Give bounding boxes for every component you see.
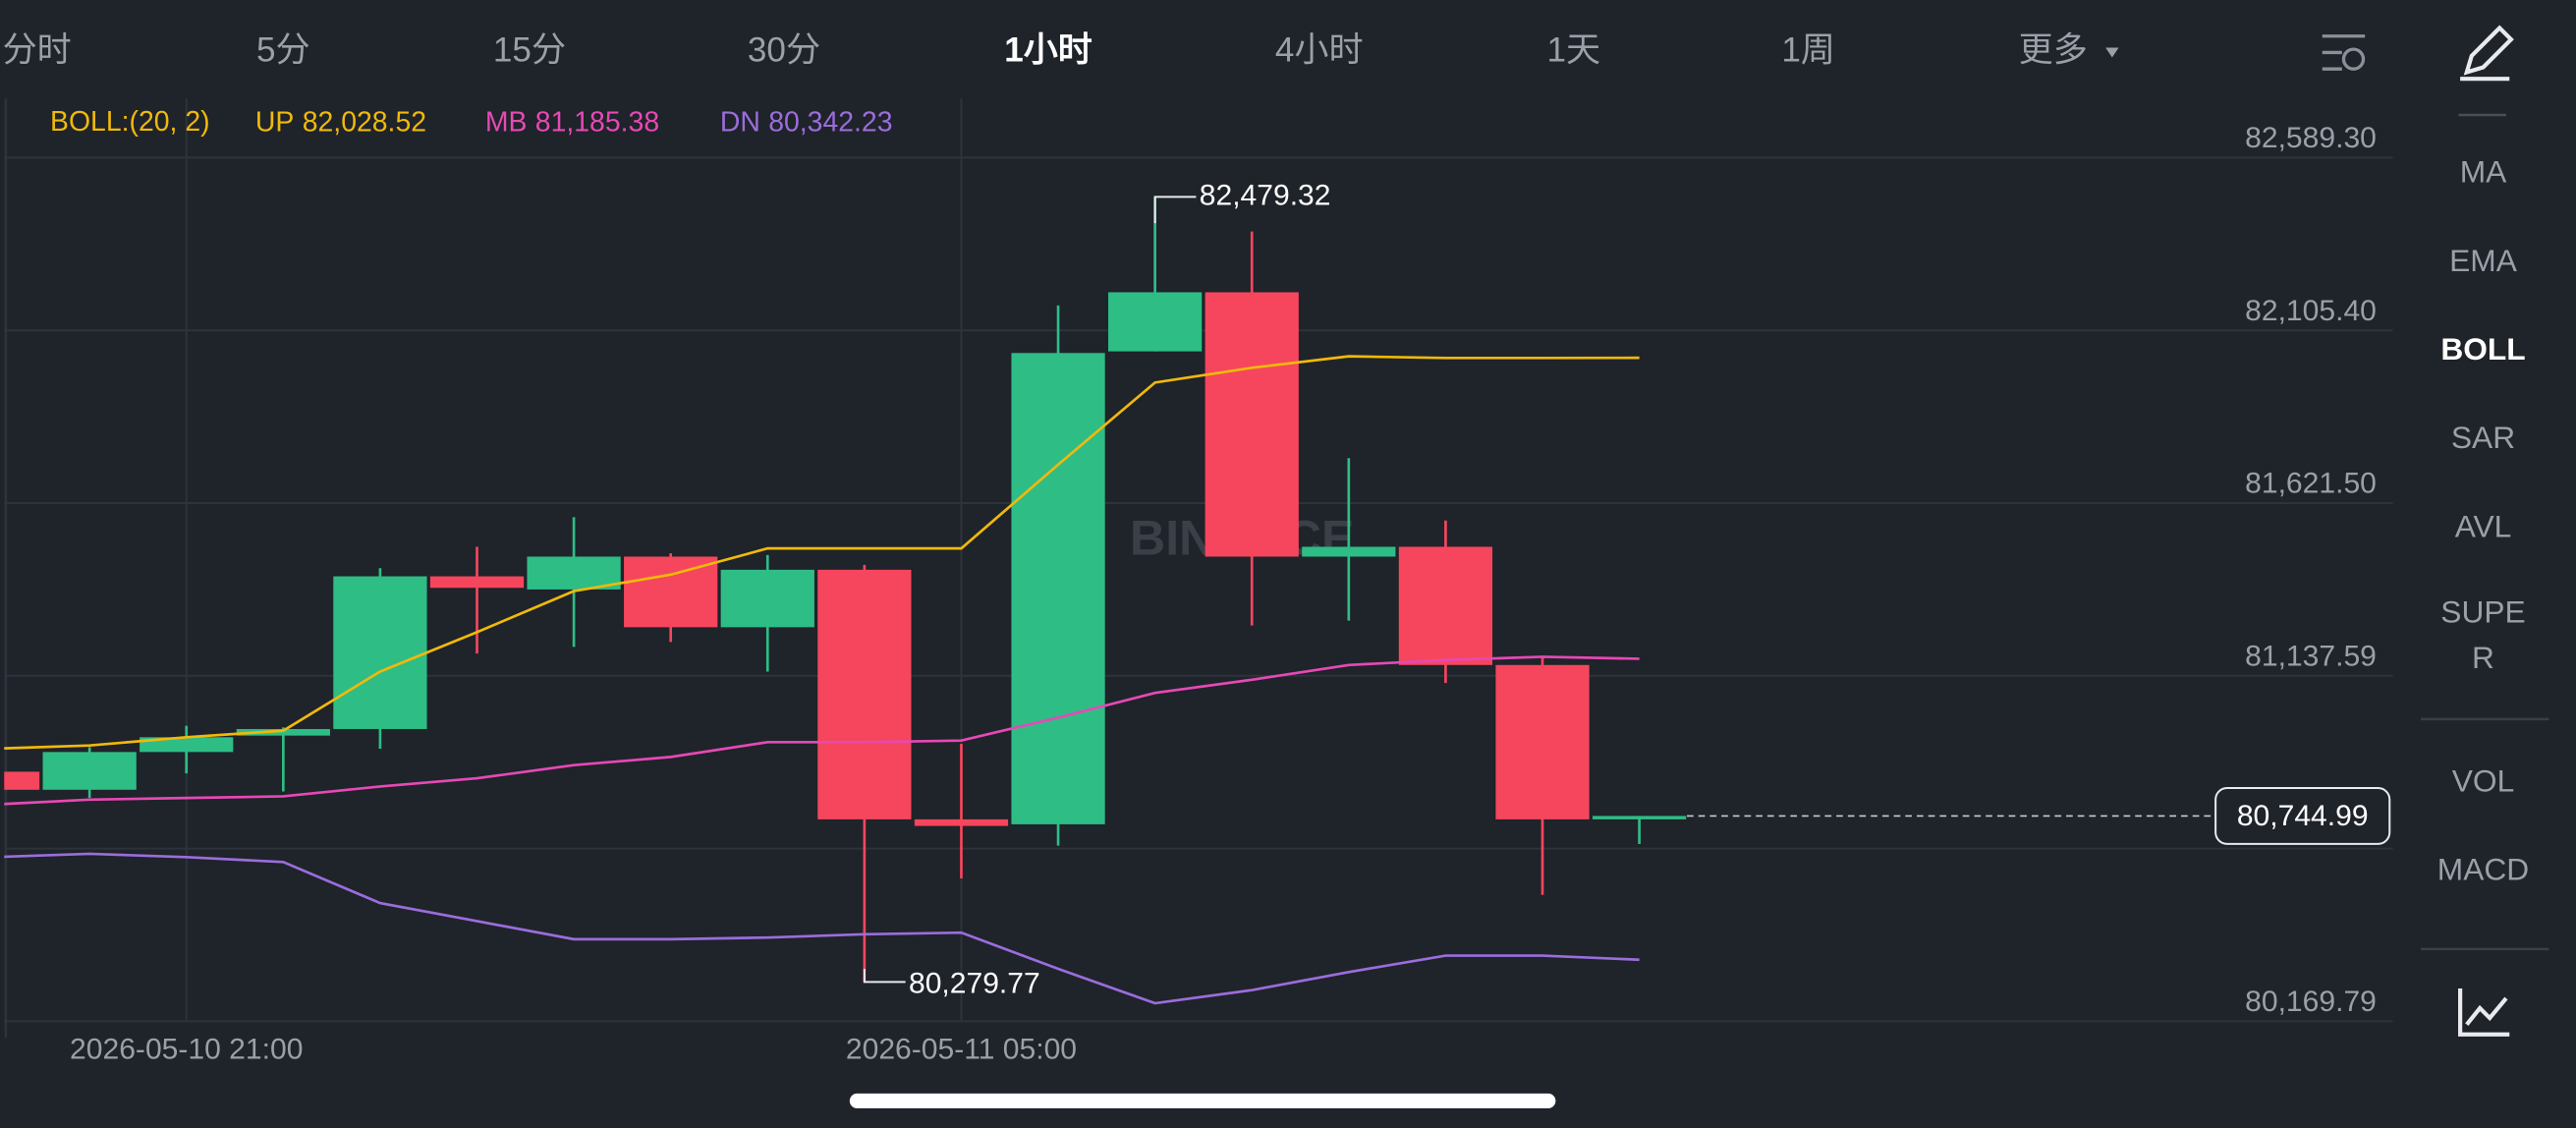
indicator[interactable]: BOLL (2440, 331, 2525, 367)
indicator[interactable]: SUPE (2440, 593, 2525, 629)
x-tick-label: 2026-05-11 05:00 (846, 1033, 1077, 1065)
y-tick-label: 82,589.30 (2245, 122, 2377, 154)
candle-body (42, 752, 137, 790)
low-label: 80,279.77 (909, 968, 1040, 1000)
candle-body (720, 569, 814, 628)
chart: 82,589.3082,105.4081,621.5081,137.5980,6… (4, 98, 2393, 1065)
last-price-badge (2214, 787, 2391, 845)
candle-body (1011, 353, 1105, 824)
indicator-sidebar: MA EMA BOLL SAR AVL SUPE R VOL MACD (2437, 154, 2529, 887)
candle-body (1592, 816, 1687, 819)
candle-body (914, 818, 1009, 826)
tab[interactable]: 4小时 (1275, 31, 1364, 70)
legend-value: 80,342.23 (768, 106, 892, 138)
tab[interactable]: 分时 (3, 31, 72, 70)
indicator[interactable]: EMA (2449, 243, 2518, 278)
candle-body (1302, 546, 1396, 557)
indicator-label: BOLL:(20, 2) (50, 106, 210, 138)
candle-body (236, 728, 330, 736)
tab[interactable]: 更多 (2019, 31, 2088, 70)
legend-name: DN (720, 106, 760, 138)
legend-value: 81,185.38 (535, 106, 659, 138)
indicator[interactable]: MA (2460, 154, 2507, 190)
tab[interactable]: 1天 (1546, 31, 1600, 70)
dropdown-arrow (2105, 47, 2119, 58)
home-indicator (849, 1093, 1556, 1108)
candle-body (817, 569, 912, 819)
y-tick-label: 81,621.50 (2245, 468, 2377, 500)
legend-name: MB (485, 106, 528, 138)
candle-body (140, 737, 234, 753)
tab[interactable]: 5分 (256, 31, 310, 70)
chart-icon[interactable] (2458, 987, 2510, 1037)
tab[interactable]: 30分 (748, 31, 820, 70)
candle-body (1204, 292, 1299, 557)
candle-body (624, 556, 718, 628)
plot-area (4, 197, 1687, 1005)
low-marker (863, 969, 906, 984)
candle-body (1398, 546, 1493, 665)
boll-line (4, 355, 1640, 750)
candle-body (429, 576, 525, 589)
boll-line (4, 655, 1640, 806)
indicator[interactable]: VOL (2452, 762, 2515, 798)
last-price-label: 80,744.99 (2237, 800, 2369, 832)
candle-body (333, 576, 427, 729)
legend: UP 82,028.52 MB81,185.38 DN80,342.23 (255, 106, 893, 138)
candle-body (527, 556, 621, 590)
indicator[interactable]: SAR (2451, 420, 2515, 455)
boll-line (4, 852, 1640, 1005)
legend-name: UP (255, 106, 294, 138)
y-tick-label: 80,169.79 (2245, 986, 2377, 1018)
tab[interactable]: 15分 (493, 31, 566, 70)
tab[interactable]: 1周 (1781, 31, 1835, 70)
high-marker (1153, 196, 1197, 224)
candle-body (1108, 292, 1203, 352)
y-tick-label: 82,105.40 (2245, 295, 2377, 327)
high-label: 82,479.32 (1200, 179, 1331, 211)
x-tick-label: 2026-05-10 21:00 (70, 1033, 303, 1065)
draw-icon[interactable] (2460, 25, 2514, 82)
candle-body (1495, 664, 1590, 819)
indicator[interactable]: R (2472, 640, 2494, 675)
settings-icon[interactable] (2322, 34, 2366, 71)
candle-body (4, 771, 40, 790)
y-tick-label: 81,137.59 (2245, 640, 2377, 672)
timeframe-tabs: 分时 5分 15分 30分 1小时 4小时 1天 1周 更多 (3, 31, 2088, 70)
legend-value: 82,028.52 (303, 106, 426, 138)
tab[interactable]: 1小时 (1004, 31, 1092, 70)
indicator[interactable]: AVL (2455, 508, 2512, 543)
indicator[interactable]: MACD (2437, 852, 2529, 887)
